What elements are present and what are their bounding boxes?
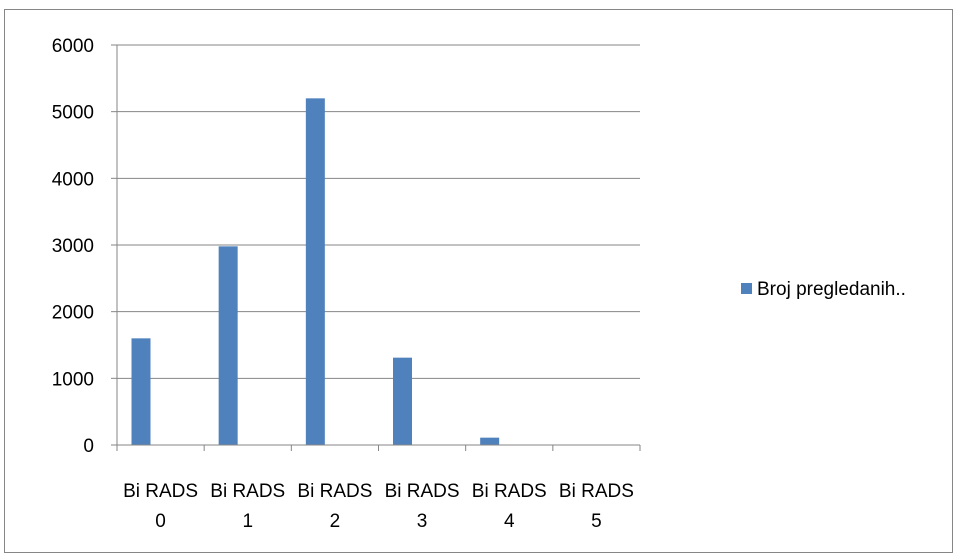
x-tick-label: Bi RADS 5 — [559, 481, 634, 532]
y-tick-label: 5000 — [52, 103, 94, 124]
bars — [131, 98, 500, 445]
x-axis-tick-labels: Bi RADS 0Bi RADS 1Bi RADS 2 Bi RADS 3Bi RADS 4… — [123, 481, 634, 532]
legend: Broj pregledanih.. — [741, 279, 906, 300]
x-tick-label: Bi RADS 0 — [123, 481, 198, 532]
bar — [393, 357, 412, 445]
y-tick-label: 4000 — [52, 169, 94, 190]
bar — [131, 338, 151, 445]
x-tick-label: Bi RADS 4 — [472, 481, 547, 532]
x-tick-label: Bi RADS 2 — [297, 481, 372, 532]
bar — [480, 437, 500, 445]
y-tick-label: 3000 — [52, 236, 94, 257]
chart-frame — [4, 9, 953, 553]
bar — [305, 98, 325, 445]
x-tick-label: Bi RADS 1 — [210, 481, 285, 532]
axes — [116, 45, 641, 451]
y-axis-tick-labels: 0 1000 2000 3000 4000 5000 6000 — [52, 36, 94, 457]
bar — [218, 246, 238, 445]
y-tick-label: 0 — [83, 436, 94, 457]
y-tick-label: 2000 — [52, 303, 94, 324]
y-tick-label: 1000 — [52, 369, 94, 390]
x-tick-label: Bi RADS 3 — [385, 481, 460, 532]
legend-swatch — [741, 283, 752, 294]
y-tick-label: 6000 — [52, 36, 94, 57]
gridlines — [111, 44, 640, 446]
legend-label: Broj pregledanih.. — [757, 279, 906, 300]
